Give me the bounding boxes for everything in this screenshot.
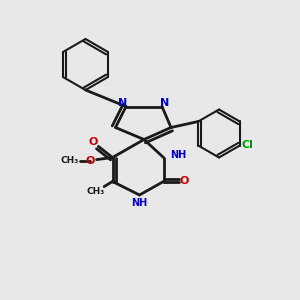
Text: O: O bbox=[88, 137, 98, 147]
Text: CH₃: CH₃ bbox=[87, 188, 105, 196]
Text: Cl: Cl bbox=[241, 140, 253, 151]
Text: NH: NH bbox=[170, 149, 186, 160]
Text: CH₃: CH₃ bbox=[61, 156, 79, 165]
Text: NH: NH bbox=[131, 197, 148, 208]
Text: O: O bbox=[85, 155, 94, 166]
Text: O: O bbox=[179, 176, 189, 187]
Text: N: N bbox=[160, 98, 169, 109]
Text: N: N bbox=[118, 98, 127, 109]
